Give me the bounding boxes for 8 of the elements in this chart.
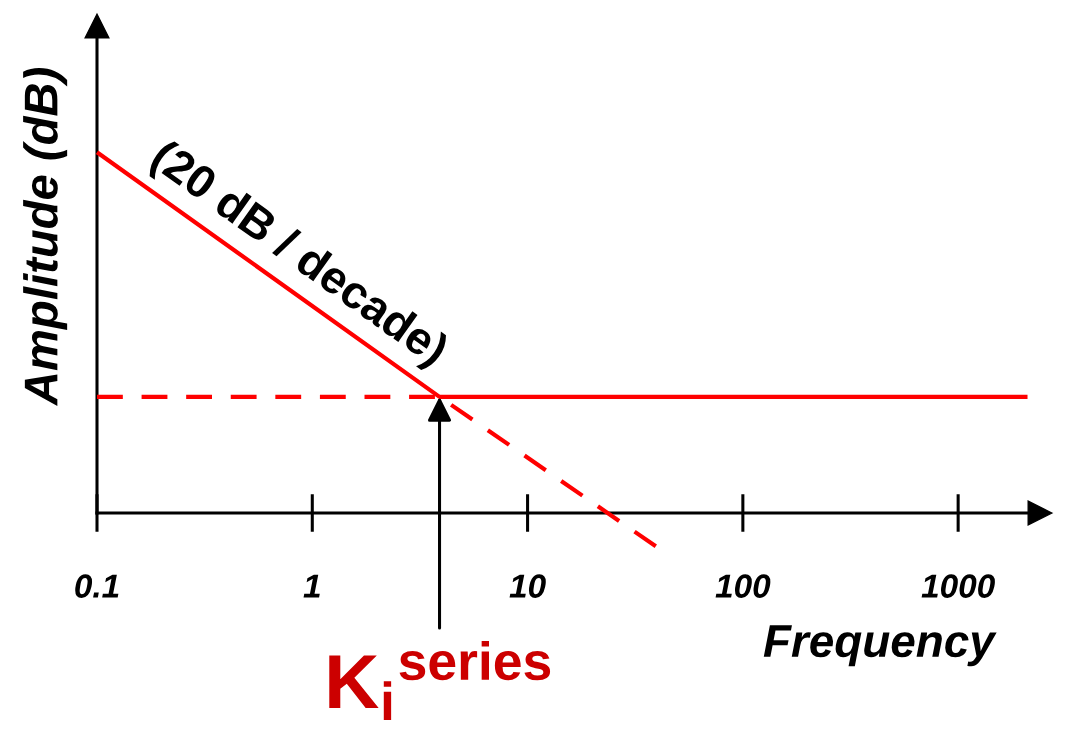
x-tick-label: 1 (303, 574, 320, 598)
annotation: K$_{i}$$^{series}$ (329, 640, 551, 721)
x-tick-label: 1000 (921, 574, 995, 598)
x-tick-label: 0.1 (75, 574, 119, 598)
y-axis-title: Amplitude (dB) (23, 68, 68, 407)
x-axis-title: Frequency (763, 625, 997, 667)
x-tick-label: 10 (509, 574, 546, 598)
x-tick-label: 100 (715, 574, 771, 598)
